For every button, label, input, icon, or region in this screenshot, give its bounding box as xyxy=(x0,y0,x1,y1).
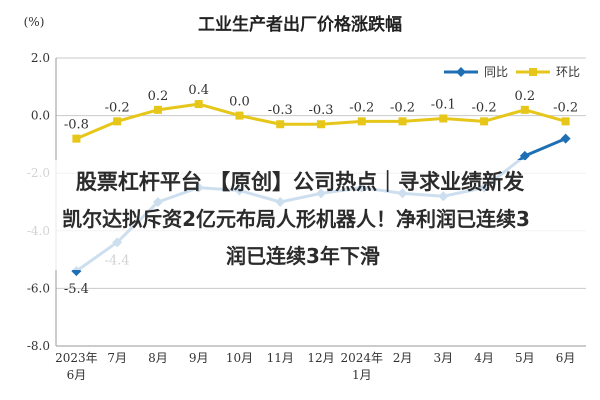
legend-entry: 环比 xyxy=(556,65,580,79)
series-point xyxy=(357,117,366,126)
data-label: 0.0 xyxy=(229,95,250,110)
data-label: -5.4 xyxy=(64,282,89,297)
series-point xyxy=(519,150,530,161)
series-point xyxy=(560,133,571,144)
legend-entry: 同比 xyxy=(484,65,508,79)
x-tick-label: 9月 xyxy=(189,351,209,365)
series-point xyxy=(235,111,244,120)
series-point xyxy=(153,105,162,114)
x-tick-label: 2023年 xyxy=(55,351,98,365)
data-label: -0.2 xyxy=(553,100,578,115)
x-tick-label: 1月 xyxy=(352,368,372,382)
x-tick-label: 12月 xyxy=(307,351,334,365)
series-point xyxy=(113,117,122,126)
series-point xyxy=(276,120,285,129)
x-tick-label: 3月 xyxy=(433,351,453,365)
headline-line-1[interactable]: 股票杠杆平台 【原创】公司热点｜寻求业绩新发 xyxy=(75,170,525,194)
headline-overlay xyxy=(0,160,600,270)
data-label: -0.2 xyxy=(105,100,130,115)
y-tick-label: -6.0 xyxy=(27,281,50,295)
legend-swatch-marker xyxy=(529,68,537,76)
series-point xyxy=(398,117,407,126)
y-axis-unit: (%) xyxy=(24,15,45,29)
y-tick-label: 2.0 xyxy=(31,51,50,65)
x-tick-label: 6月 xyxy=(67,368,87,382)
x-tick-label: 6月 xyxy=(556,351,576,365)
x-tick-label: 10月 xyxy=(226,351,253,365)
data-label: -0.8 xyxy=(64,118,89,133)
series-point xyxy=(439,114,448,123)
chart-title: 工业生产者出厂价格涨跌幅 xyxy=(198,14,402,35)
x-tick-label: 7月 xyxy=(107,351,127,365)
series-point xyxy=(72,134,81,143)
y-tick-label: 0.0 xyxy=(31,109,50,123)
data-label: -0.3 xyxy=(308,103,333,118)
headline-line-2-text: 凯尔达拟斥资2亿元布局人形机器人！净利润已连续3 xyxy=(62,207,530,231)
series-point xyxy=(561,117,570,126)
data-label: -0.3 xyxy=(268,103,293,118)
headline-line-2[interactable]: 凯尔达拟斥资2亿元布局人形机器人！净利润已连续3 xyxy=(0,203,600,232)
series-point xyxy=(520,105,529,114)
data-label: 0.4 xyxy=(188,83,209,98)
x-tick-label: 5月 xyxy=(515,351,535,365)
data-label: -0.2 xyxy=(472,100,497,115)
series-point xyxy=(480,117,489,126)
x-tick-label: 2024年 xyxy=(340,351,383,365)
series-point xyxy=(317,120,325,129)
data-label: 0.2 xyxy=(148,89,169,104)
x-tick-label: 8月 xyxy=(148,351,168,365)
x-tick-label: 4月 xyxy=(474,351,494,365)
data-label: 0.2 xyxy=(515,89,536,104)
legend-swatch-marker xyxy=(456,67,466,77)
data-label: -0.2 xyxy=(390,100,415,115)
data-label: -0.1 xyxy=(431,97,456,112)
y-tick-label: -8.0 xyxy=(27,339,50,353)
x-tick-label: 2月 xyxy=(393,351,413,365)
data-label: -0.2 xyxy=(349,100,374,115)
headline-line-3[interactable]: 润已连续3年下滑 xyxy=(226,244,380,268)
x-tick-label: 11月 xyxy=(267,351,294,365)
series-point xyxy=(194,100,203,109)
